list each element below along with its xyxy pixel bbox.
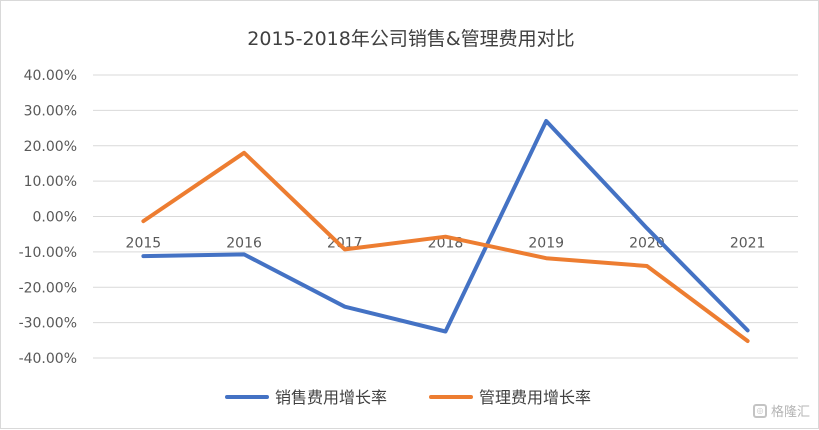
y-tick-label: 10.00% (24, 174, 77, 190)
y-tick-label: -20.00% (19, 280, 77, 296)
y-tick-label: 0.00% (33, 210, 77, 226)
legend-label: 管理费用增长率 (479, 388, 591, 407)
series-line-1 (141, 119, 750, 334)
watermark: ◎ 格隆汇 (752, 401, 810, 420)
y-tick-label: -30.00% (19, 316, 77, 332)
legend: 销售费用增长率 管理费用增长率 (225, 388, 591, 407)
y-axis-labels: 40.00% 30.00% 20.00% 10.00% 0.00% -10.00% -20.… (19, 68, 77, 367)
x-tick-label: 2021 (730, 236, 766, 252)
x-tick-label: 2015 (126, 236, 162, 252)
gridlines (93, 74, 798, 359)
y-tick-label: -40.00% (19, 351, 77, 367)
series-lines (141, 119, 750, 343)
watermark-text: 格隆汇 (770, 405, 810, 420)
y-tick-label: -10.00% (19, 245, 77, 261)
y-tick-label: 40.00% (24, 68, 77, 84)
x-tick-label: 2016 (226, 236, 262, 252)
brand-logo-icon: ◎ (752, 403, 767, 418)
legend-label: 销售费用增长率 (275, 388, 387, 407)
chart-title: 2015-2018年公司销售&管理费用对比 (247, 28, 574, 50)
y-tick-label: 30.00% (24, 103, 77, 119)
series-line-2 (141, 150, 750, 343)
y-tick-label: 20.00% (24, 139, 77, 155)
x-tick-label: 2019 (528, 236, 564, 252)
